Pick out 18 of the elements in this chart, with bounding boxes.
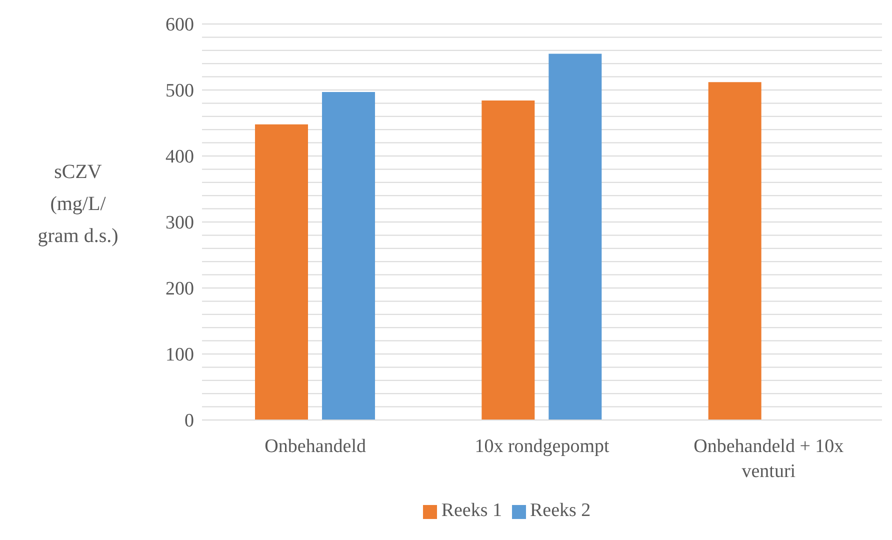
bar (322, 92, 375, 420)
y-tick-label: 0 (184, 410, 194, 432)
legend-label: Reeks 1 (441, 500, 502, 521)
bar (255, 124, 308, 420)
y-tick-label: 200 (166, 278, 194, 300)
y-tick-label: 300 (166, 212, 194, 234)
bar (708, 82, 762, 420)
y-tick-label: 100 (166, 344, 194, 366)
x-tick-label: Onbehandeld (264, 436, 366, 457)
y-tick-label: 500 (166, 80, 194, 102)
x-tick-label: Onbehandeld + 10x venturi (694, 436, 844, 482)
bar (482, 100, 535, 420)
x-tick-label: 10x rondgepompt (474, 436, 610, 457)
y-axis-title: sCZV (mg/L/ gram d.s.) (38, 161, 118, 247)
legend-label: Reeks 2 (530, 500, 591, 521)
y-tick-label: 600 (166, 14, 194, 36)
y-tick-label: 400 (166, 146, 194, 168)
bar (548, 54, 602, 420)
